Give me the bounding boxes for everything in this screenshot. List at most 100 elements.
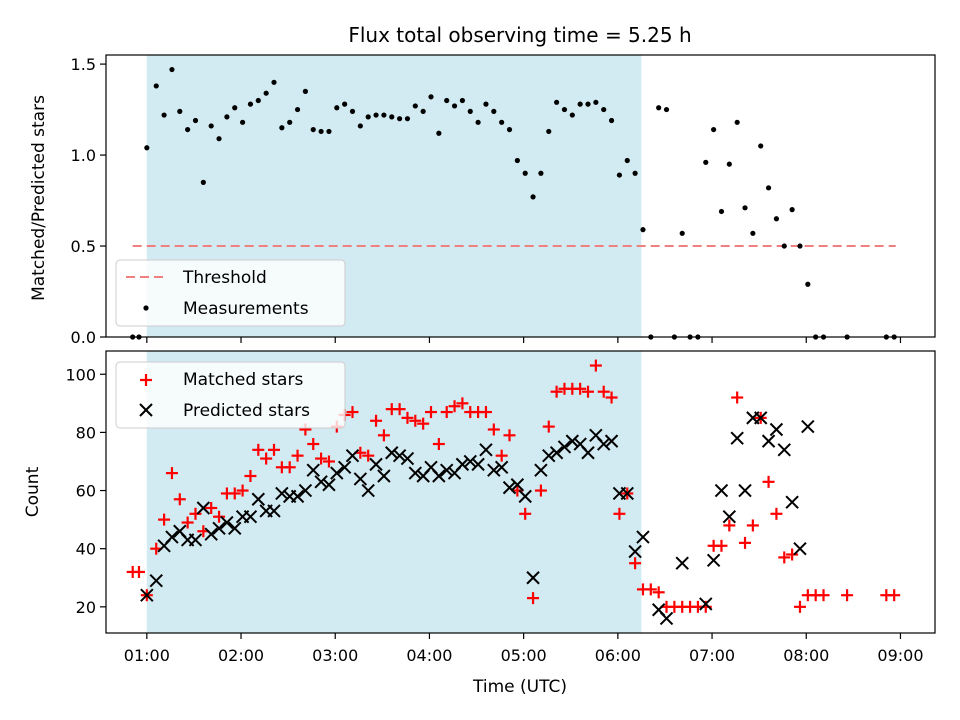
matched-star-point <box>629 557 642 570</box>
matched-star-point <box>582 385 595 398</box>
measurement-point <box>781 243 787 249</box>
matched-star-point <box>715 539 728 552</box>
y-tick-label: 1.0 <box>71 146 96 165</box>
measurement-point <box>161 112 167 118</box>
measurement-point <box>734 119 740 125</box>
matched-star-point <box>432 438 445 451</box>
measurement-point <box>585 101 591 107</box>
predicted-star-point <box>353 472 368 486</box>
ratio-y-axis-label: Matched/Predicted stars <box>29 95 49 301</box>
predicted-stars-points <box>140 411 815 626</box>
x-tick-label: 05:00 <box>501 646 547 665</box>
predicted-star-point <box>581 446 595 460</box>
measurement-point <box>789 207 795 213</box>
measurement-point <box>797 243 803 249</box>
ratio-panel: 0.0 0.5 1.0 1.5 Flux total observing time =… <box>29 23 936 347</box>
measurement-point <box>200 179 206 185</box>
measurement-point <box>506 126 513 133</box>
y-tick-label: 100 <box>65 365 96 384</box>
matched-star-point <box>487 423 500 436</box>
x-tick-label: 01:00 <box>124 646 170 665</box>
x-tick-label: 03:00 <box>312 646 358 665</box>
measurement-point <box>554 99 560 105</box>
measurement-point <box>475 119 481 125</box>
predicted-star-point <box>275 486 289 501</box>
matched-star-point <box>267 443 280 456</box>
measurement-point <box>144 145 150 151</box>
predicted-star-point <box>337 460 352 474</box>
matched-star-point <box>456 397 469 410</box>
predicted-star-point <box>597 437 611 451</box>
matched-star-point <box>542 420 555 433</box>
measurement-point <box>334 105 340 111</box>
measurement-point <box>287 119 293 125</box>
matched-star-point <box>479 406 492 419</box>
matched-star-point <box>495 449 508 462</box>
measurement-point <box>310 126 316 133</box>
measurement-point <box>711 126 717 133</box>
legend-matched-label: Matched stars <box>183 370 303 390</box>
legend-predicted-label: Predicted stars <box>183 401 310 421</box>
predicted-star-point <box>290 489 305 504</box>
matched-star-point <box>370 414 383 427</box>
measurement-point <box>601 106 607 113</box>
measurement-point <box>765 185 772 191</box>
measurement-point <box>546 128 552 135</box>
measurement-point <box>420 108 426 114</box>
matched-star-point <box>409 414 422 427</box>
ratio-axes-frame <box>105 54 936 338</box>
measurement-point <box>663 106 670 113</box>
count-y-axis-label: Count <box>23 466 43 517</box>
measurement-point <box>483 101 489 107</box>
predicted-star-point <box>534 463 548 477</box>
matched-star-point <box>346 406 359 419</box>
matched-star-point <box>322 455 335 468</box>
x-axis-label: Time (UTC) <box>472 677 567 697</box>
measurement-point <box>185 126 191 133</box>
measurement-point <box>153 83 159 89</box>
matched-star-point <box>723 519 736 532</box>
matched-star-point <box>252 443 265 456</box>
x-tick-label: 04:00 <box>406 646 452 665</box>
matched-star-point <box>283 461 296 474</box>
measurement-point <box>703 159 709 165</box>
measurement-point <box>444 97 450 104</box>
measurement-point <box>381 112 387 118</box>
predicted-star-point <box>801 419 815 434</box>
predicted-star-point <box>392 448 407 463</box>
measurement-points <box>130 66 897 340</box>
measurement-point <box>224 114 230 120</box>
measurement-point <box>208 123 214 129</box>
matched-star-point <box>425 406 438 419</box>
measurement-point <box>326 128 332 135</box>
legend-matched-swatch <box>140 374 152 386</box>
chart-title: Flux total observing time = 5.25 h <box>348 23 691 47</box>
predicted-star-point <box>330 466 344 480</box>
x-tick-label: 09:00 <box>877 646 923 665</box>
matched-star-point <box>173 493 186 506</box>
measurement-point <box>365 114 371 120</box>
matched-star-point <box>417 417 430 430</box>
predicted-star-point <box>298 483 313 498</box>
matched-star-point <box>260 452 273 465</box>
matched-star-point <box>793 600 806 613</box>
predicted-star-point <box>471 457 485 472</box>
measurement-point <box>742 205 748 211</box>
measurement-point <box>436 130 442 136</box>
predicted-star-point <box>400 451 415 466</box>
matched-star-point <box>189 507 202 520</box>
matched-star-point <box>644 583 657 596</box>
predicted-star-point <box>604 434 619 448</box>
predicted-star-point <box>518 489 532 504</box>
predicted-star-point <box>494 460 509 474</box>
measurement-point <box>758 143 764 149</box>
measurement-point <box>239 119 246 125</box>
ratio-legend: Threshold Measurements <box>115 259 346 327</box>
measurement-point <box>373 112 379 118</box>
y-tick-label: 0.5 <box>71 237 96 256</box>
predicted-star-point <box>408 466 423 480</box>
count-y-ticks: 20 40 60 80 100 <box>65 365 106 617</box>
matched-star-point <box>213 510 226 523</box>
measurement-point <box>679 230 685 236</box>
